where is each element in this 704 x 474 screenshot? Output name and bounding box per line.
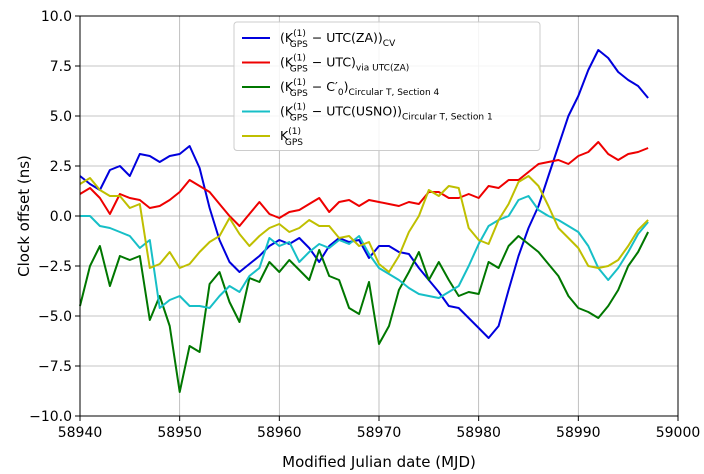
x-axis-title: Modified Julian date (MJD) [282, 453, 476, 471]
series-line-3 [79, 231, 649, 393]
y-tick-label: −5.0 [38, 309, 72, 325]
legend: (K(1) GPS − UTC(ZA))CV (K(1) GPS − UTC)via … [233, 21, 541, 151]
legend-box [233, 21, 541, 151]
series-line-2 [79, 141, 649, 227]
y-tick-label: 5.0 [50, 109, 72, 125]
plot-series [79, 49, 649, 393]
x-tick-label: 58990 [556, 425, 601, 441]
y-tick-label: 7.5 [50, 59, 72, 75]
x-tick-label: 58970 [357, 425, 402, 441]
legend-entry: (K(1) GPS − C′0)Circular T, Section 4 [280, 78, 440, 99]
legend-entry: (K(1) GPS − UTC)via UTC(ZA) [280, 54, 409, 75]
y-tick-label: −2.5 [38, 259, 72, 275]
axis-ticks: 58940 58950 58960 58970 58980 58990 59000 −10.0… [29, 9, 700, 441]
x-tick-label: 58980 [456, 425, 501, 441]
y-tick-label: 0.0 [50, 209, 72, 225]
legend-entry: (K(1) GPS − UTC(USNO))Circular T, Section… [280, 103, 493, 124]
x-tick-label: 58950 [157, 425, 202, 441]
y-tick-label: 10.0 [41, 9, 72, 25]
y-axis-title: Clock offset (ns) [15, 155, 33, 277]
series-line-5 [79, 175, 649, 273]
x-tick-label: 58940 [58, 425, 103, 441]
legend-entry: (K(1) GPS − UTC(ZA))CV [280, 29, 396, 50]
x-tick-label: 58960 [257, 425, 302, 441]
y-tick-label: 2.5 [50, 159, 72, 175]
x-tick-label: 59000 [656, 425, 701, 441]
y-tick-label: −10.0 [29, 409, 72, 425]
y-tick-label: −7.5 [38, 359, 72, 375]
legend-entry: K(1) GPS [280, 127, 303, 148]
